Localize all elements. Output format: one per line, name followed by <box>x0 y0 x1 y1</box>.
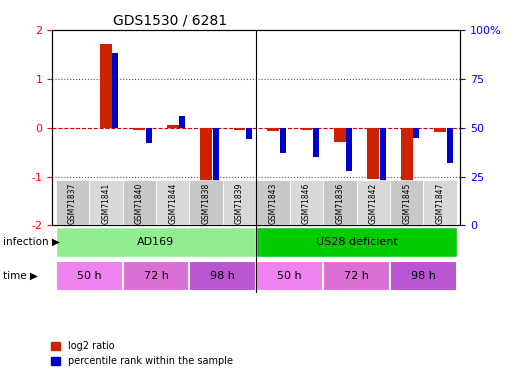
Text: GSM71846: GSM71846 <box>302 182 311 224</box>
Legend: log2 ratio, percentile rank within the sample: log2 ratio, percentile rank within the s… <box>47 338 237 370</box>
Text: GSM71837: GSM71837 <box>68 182 77 224</box>
Bar <box>234 128 245 130</box>
Text: 72 h: 72 h <box>143 271 168 281</box>
FancyBboxPatch shape <box>424 180 457 225</box>
FancyBboxPatch shape <box>89 180 122 225</box>
FancyBboxPatch shape <box>390 261 457 291</box>
Text: GSM71845: GSM71845 <box>402 182 411 224</box>
Text: 50 h: 50 h <box>277 271 302 281</box>
Bar <box>279 128 286 153</box>
Bar <box>434 128 446 132</box>
FancyBboxPatch shape <box>256 180 290 225</box>
FancyBboxPatch shape <box>55 180 89 225</box>
FancyBboxPatch shape <box>357 180 390 225</box>
FancyBboxPatch shape <box>122 180 156 225</box>
Text: 72 h: 72 h <box>344 271 369 281</box>
Bar <box>213 128 219 222</box>
Text: time ▶: time ▶ <box>3 271 38 281</box>
Bar <box>380 128 386 210</box>
Text: GSM71838: GSM71838 <box>201 182 211 224</box>
FancyBboxPatch shape <box>55 227 256 257</box>
Bar <box>112 54 118 128</box>
Text: GSM71836: GSM71836 <box>335 182 344 224</box>
Text: GSM71841: GSM71841 <box>101 182 110 224</box>
Bar <box>246 128 252 140</box>
Bar <box>146 128 152 143</box>
FancyBboxPatch shape <box>156 180 189 225</box>
Text: 98 h: 98 h <box>411 271 436 281</box>
FancyBboxPatch shape <box>189 180 223 225</box>
Text: AD169: AD169 <box>138 237 175 247</box>
Text: GSM71839: GSM71839 <box>235 182 244 224</box>
Bar <box>334 128 346 142</box>
Bar <box>133 128 145 130</box>
Bar <box>447 128 453 163</box>
FancyBboxPatch shape <box>290 180 323 225</box>
Text: US28 deficient: US28 deficient <box>316 237 397 247</box>
Bar <box>267 128 279 131</box>
Text: GSM71840: GSM71840 <box>135 182 144 224</box>
FancyBboxPatch shape <box>323 180 357 225</box>
Bar <box>179 116 185 128</box>
Bar <box>346 128 353 171</box>
Bar <box>368 128 379 179</box>
Text: GSM71844: GSM71844 <box>168 182 177 224</box>
Bar <box>200 128 212 218</box>
FancyBboxPatch shape <box>189 261 256 291</box>
FancyBboxPatch shape <box>223 180 256 225</box>
Text: GSM71847: GSM71847 <box>436 182 445 224</box>
FancyBboxPatch shape <box>390 180 424 225</box>
Bar <box>167 125 178 128</box>
FancyBboxPatch shape <box>323 261 390 291</box>
FancyBboxPatch shape <box>256 227 457 257</box>
FancyBboxPatch shape <box>55 261 122 291</box>
Text: 98 h: 98 h <box>210 271 235 281</box>
Text: 50 h: 50 h <box>77 271 101 281</box>
Bar <box>313 128 319 157</box>
Text: GSM71842: GSM71842 <box>369 182 378 224</box>
Text: GDS1530 / 6281: GDS1530 / 6281 <box>113 13 228 27</box>
Bar <box>401 128 413 180</box>
Text: GSM71843: GSM71843 <box>268 182 278 224</box>
Text: infection ▶: infection ▶ <box>3 237 60 247</box>
Bar <box>413 128 419 138</box>
Bar <box>301 128 312 130</box>
FancyBboxPatch shape <box>122 261 189 291</box>
FancyBboxPatch shape <box>256 261 323 291</box>
Bar <box>100 44 111 128</box>
